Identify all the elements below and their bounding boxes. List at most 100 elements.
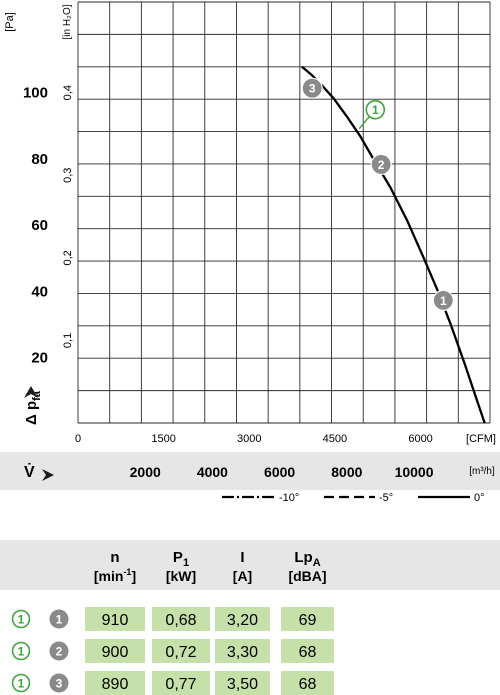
curve-marker-ring (365, 99, 386, 120)
x-tick-m3h-label: 10000 (395, 464, 434, 480)
table-cell: 3,50 (227, 676, 258, 693)
y-axis-arrow-icon (24, 386, 38, 398)
y-tick-inh2o-label: 0,2 (62, 250, 74, 265)
row-point-label: 2 (56, 645, 63, 659)
table-header-sub: A (313, 557, 321, 569)
y-axis-unit-inh2o: [in H₂O] (62, 4, 73, 39)
table-cell-bg (152, 671, 210, 695)
table-cell: 890 (102, 676, 129, 693)
row-curve-label: 1 (18, 613, 25, 627)
table-header-main: Lp (294, 549, 312, 566)
table-cell: 69 (299, 612, 317, 629)
row-curve-marker (11, 641, 31, 661)
table-header-sub: 1 (183, 557, 189, 569)
y-axis-title-main: Δ p (23, 401, 40, 425)
operating-point-marker (370, 153, 392, 176)
x-axis-band (0, 452, 500, 490)
curve-marker-label: 1 (372, 103, 379, 117)
y-tick-pa-label: 20 (31, 350, 48, 367)
performance-table: n[min-1]P1[kW]I[A]LpA[dBA]1 1 910 0,68 3,20 6… (0, 540, 500, 695)
table-cell-bg (85, 671, 145, 695)
table-cell-bg (281, 639, 334, 663)
y-axis-title: Δ pfa (23, 390, 43, 425)
legend-label: 0° (474, 492, 485, 504)
x-tick-cfm-label: 0 (75, 433, 81, 445)
table-cell-bg (281, 607, 334, 631)
table-header-unit-text: [kW] (166, 568, 196, 584)
operating-point-marker (301, 77, 323, 99)
row-curve-marker (11, 673, 31, 693)
table-cell-bg (215, 607, 270, 631)
row-point-marker (49, 673, 69, 693)
table-cell-bg (85, 607, 145, 631)
y-tick-pa-label: 60 (31, 217, 48, 234)
row-curve-label: 1 (18, 645, 25, 659)
y-tick-inh2o-label: 0,3 (62, 168, 74, 183)
legend-label: -5° (379, 492, 393, 504)
x-tick-cfm-label: 6000 (408, 433, 432, 445)
operating-point-label: 2 (378, 158, 385, 172)
table-header-main: P (173, 549, 183, 566)
operating-point-label: 3 (309, 82, 316, 96)
table-cell-bg (152, 607, 210, 631)
table-header-symbol: P1 (173, 549, 189, 569)
y-tick-inh2o-label: 0,4 (62, 85, 74, 100)
row-point-marker (49, 641, 69, 661)
table-header-unit: [min-1] (94, 567, 136, 584)
x-axis-unit-cfm: [CFM] (466, 433, 496, 445)
table-cell-bg (152, 639, 210, 663)
table-cell: 3,20 (227, 612, 258, 629)
table-cell: 0,77 (165, 676, 196, 693)
y-tick-pa-label: 100 (23, 85, 48, 102)
legend-label: -10° (279, 492, 299, 504)
curve-marker-leader (358, 116, 370, 130)
y-axis-unit-pa: [Pa] (4, 12, 16, 32)
table-cell-bg (85, 639, 145, 663)
x-tick-cfm-label: 3000 (237, 433, 261, 445)
operating-point-label: 1 (440, 294, 447, 308)
x-tick-m3h-label: 2000 (130, 464, 161, 480)
table-header-main: n (110, 549, 119, 566)
table-header-band (0, 540, 500, 590)
y-tick-pa-label: 40 (31, 283, 48, 300)
chart-grid (77, 1, 491, 424)
table-header-unit: [kW] (166, 568, 196, 584)
table-header-symbol: LpA (294, 549, 320, 569)
table-cell: 910 (102, 612, 129, 629)
row-point-label: 3 (56, 677, 63, 691)
table-cell: 68 (299, 644, 317, 661)
row-point-label: 1 (56, 613, 63, 627)
table-header-unit-end: ] (131, 568, 136, 584)
x-axis-symbol: V̇ (24, 463, 35, 481)
x-tick-m3h-label: 4000 (197, 464, 228, 480)
x-tick-cfm-label: 1500 (151, 433, 175, 445)
table-cell: 68 (299, 676, 317, 693)
y-tick-inh2o-label: 0,1 (62, 333, 74, 348)
table-cell: 3,30 (227, 644, 258, 661)
x-axis-unit-m3h: [m³/h] (469, 466, 495, 477)
table-header-symbol: n (110, 549, 119, 566)
row-curve-label: 1 (18, 677, 25, 691)
y-tick-pa-label: 80 (31, 151, 48, 168)
y-axis-title-sub: fa (31, 390, 43, 401)
series-line-curve-1 (301, 65, 486, 423)
table-header-unit-sup: -1 (123, 567, 131, 577)
table-header-main: I (240, 549, 244, 566)
table-header-unit-text: [dBA] (288, 568, 326, 584)
table-header-unit-text: [A] (233, 568, 252, 584)
table-header-unit: [A] (233, 568, 252, 584)
table-cell: 0,68 (165, 612, 196, 629)
table-cell: 900 (102, 644, 129, 661)
table-header-unit: [dBA] (288, 568, 326, 584)
x-tick-cfm-label: 4500 (323, 433, 347, 445)
table-cell: 0,72 (165, 644, 196, 661)
row-point-marker (49, 609, 69, 629)
operating-point-marker (432, 289, 454, 311)
table-cell-bg (215, 671, 270, 695)
x-axis-arrow-icon (42, 469, 54, 481)
x-tick-m3h-label: 8000 (331, 464, 362, 480)
table-header-symbol: I (240, 549, 244, 566)
x-tick-m3h-label: 6000 (264, 464, 295, 480)
row-curve-marker (11, 609, 31, 629)
